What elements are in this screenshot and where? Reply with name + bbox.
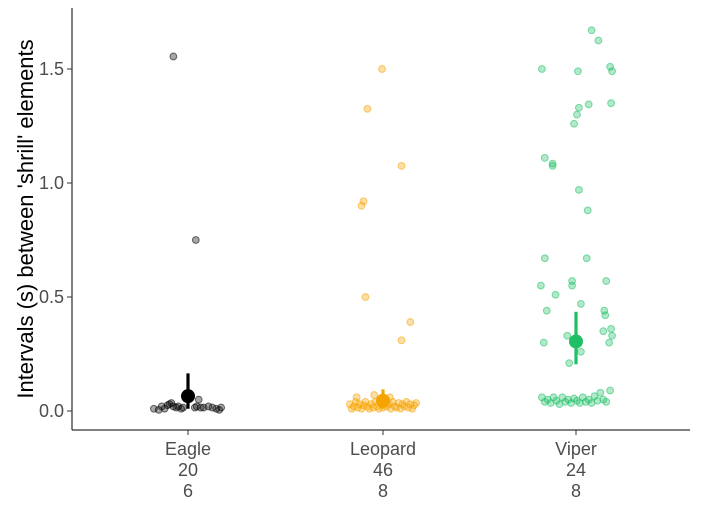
- data-point: [396, 404, 405, 413]
- data-point: [539, 338, 548, 347]
- data-point: [575, 103, 583, 112]
- data-point: [548, 159, 557, 168]
- data-point: [593, 396, 602, 405]
- data-points-layer: [149, 26, 616, 414]
- data-point: [359, 197, 368, 206]
- data-point: [217, 403, 226, 412]
- data-point: [540, 254, 549, 263]
- y-tick-label: 0.5: [39, 287, 64, 307]
- x-category-label: 46: [373, 460, 393, 480]
- data-point: [352, 393, 361, 402]
- data-point: [179, 403, 188, 412]
- data-point: [607, 325, 615, 333]
- data-point: [599, 327, 608, 336]
- data-point: [551, 290, 560, 299]
- data-point: [602, 397, 611, 406]
- data-point: [563, 331, 572, 340]
- summary-layer: [181, 311, 583, 409]
- x-category-label: 24: [566, 460, 586, 480]
- data-point: [576, 299, 585, 308]
- x-category-label: Eagle: [165, 439, 211, 459]
- data-point: [537, 65, 546, 73]
- data-point: [605, 338, 614, 347]
- data-point: [606, 386, 615, 395]
- data-point: [583, 206, 592, 215]
- data-point: [194, 395, 203, 404]
- data-point: [582, 254, 591, 263]
- data-point: [594, 36, 603, 45]
- data-point: [568, 277, 576, 285]
- data-point: [169, 52, 178, 61]
- y-tick-label: 0.0: [39, 401, 64, 421]
- data-point: [397, 162, 406, 170]
- data-point: [542, 306, 551, 315]
- data-point: [361, 293, 370, 301]
- data-point: [191, 236, 200, 244]
- y-tick-label: 1.0: [39, 173, 64, 193]
- data-point: [378, 65, 386, 73]
- data-point: [565, 359, 574, 368]
- data-point: [607, 99, 615, 108]
- data-point: [402, 397, 411, 406]
- data-point: [601, 311, 610, 320]
- mean-point: [181, 389, 195, 404]
- y-axis-title: Intervals (s) between 'shrill' elements: [13, 39, 38, 398]
- data-point: [576, 347, 585, 356]
- data-point: [406, 318, 415, 326]
- data-point: [602, 277, 611, 285]
- data-point: [363, 105, 372, 113]
- data-point: [548, 162, 557, 170]
- data-point: [397, 336, 406, 345]
- x-category-label: Leopard: [350, 439, 416, 459]
- data-point: [537, 281, 545, 290]
- x-category-label: 8: [571, 481, 581, 501]
- x-category-label: Viper: [555, 439, 597, 459]
- y-tick-label: 1.5: [39, 59, 64, 79]
- data-point: [596, 388, 605, 397]
- mean-point: [376, 393, 390, 408]
- y-ticks-layer: 0.0 0.5 1.0 1.5: [39, 59, 72, 421]
- data-point: [540, 154, 549, 162]
- data-point: [357, 201, 366, 210]
- mean-point: [569, 334, 583, 349]
- x-category-label: 6: [183, 481, 193, 501]
- data-point: [370, 391, 379, 399]
- data-point: [570, 119, 578, 128]
- data-point: [575, 185, 583, 194]
- data-point: [412, 399, 421, 407]
- data-point: [608, 331, 616, 340]
- data-point: [608, 67, 616, 76]
- x-category-label: 8: [378, 481, 388, 501]
- data-point: [584, 100, 593, 109]
- data-point: [606, 62, 615, 71]
- data-point: [574, 67, 582, 76]
- data-point: [587, 26, 596, 35]
- x-category-label: 20: [178, 460, 198, 480]
- data-point: [386, 404, 395, 413]
- data-point: [573, 110, 581, 119]
